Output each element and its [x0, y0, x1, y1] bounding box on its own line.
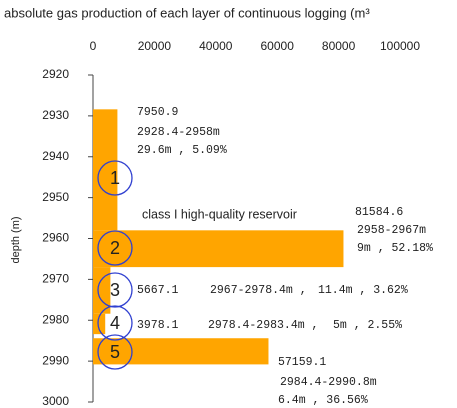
- y-tick-label: 2930: [42, 108, 69, 122]
- bar: [93, 338, 269, 365]
- x-tick-label: 100000: [380, 39, 420, 53]
- y-tick-label: 2940: [42, 149, 69, 163]
- interval-label: 2984.4-2990.8m: [280, 376, 377, 389]
- bar: [93, 313, 106, 335]
- y-tick-label: 2920: [42, 67, 69, 81]
- y-tick-label: 2990: [42, 353, 69, 367]
- y-tick-label: 2980: [42, 312, 69, 326]
- bar: [93, 230, 344, 268]
- chart-title: absolute gas production of each layer of…: [4, 5, 370, 20]
- layer-circle: [97, 334, 133, 370]
- layer-circle: [97, 272, 133, 308]
- detail-label: 5m , 2.55%: [333, 319, 402, 332]
- detail-label: 11.4m , 3.62%: [318, 284, 408, 297]
- y-tick-label: 2960: [42, 231, 69, 245]
- value-label: 5667.1: [137, 284, 179, 297]
- y-axis-label: depth (m): [10, 216, 22, 263]
- layer-circle: [97, 230, 133, 266]
- y-tick-label: 2970: [42, 272, 69, 286]
- bar: [93, 109, 118, 231]
- value-label: 81584.6: [355, 206, 403, 219]
- layer-number: 1: [110, 168, 120, 188]
- layer-number: 5: [110, 342, 120, 362]
- interval-label: 2958-2967m: [357, 224, 426, 237]
- x-tick-label: 80000: [322, 39, 356, 53]
- layer-number: 2: [110, 238, 120, 258]
- interval-label: 2978.4-2983.4m ,: [208, 319, 318, 332]
- layer-circle: [97, 160, 133, 196]
- layer-number: 4: [110, 313, 120, 333]
- x-tick-label: 60000: [261, 39, 295, 53]
- x-tick-label: 0: [90, 39, 97, 53]
- value-label: 3978.1: [137, 319, 179, 332]
- y-tick-label: 2950: [42, 190, 69, 204]
- detail-label: 9m , 52.18%: [357, 242, 433, 255]
- detail-label: 29.6m , 5.09%: [137, 144, 227, 157]
- value-label: 57159.1: [278, 356, 326, 369]
- x-tick-label: 20000: [138, 39, 172, 53]
- interval-label: 2928.4-2958m: [137, 126, 220, 139]
- y-tick-label: 3000: [42, 394, 69, 408]
- annotation: class I high-quality reservoir: [142, 207, 297, 221]
- layer-number: 3: [110, 280, 120, 300]
- layer-circle: [97, 305, 133, 341]
- value-label: 7950.9: [137, 106, 179, 119]
- x-tick-label: 40000: [199, 39, 233, 53]
- detail-label: 6.4m , 36.56%: [278, 394, 368, 407]
- bar: [93, 267, 111, 314]
- interval-label: 2967-2978.4m ,: [210, 284, 307, 297]
